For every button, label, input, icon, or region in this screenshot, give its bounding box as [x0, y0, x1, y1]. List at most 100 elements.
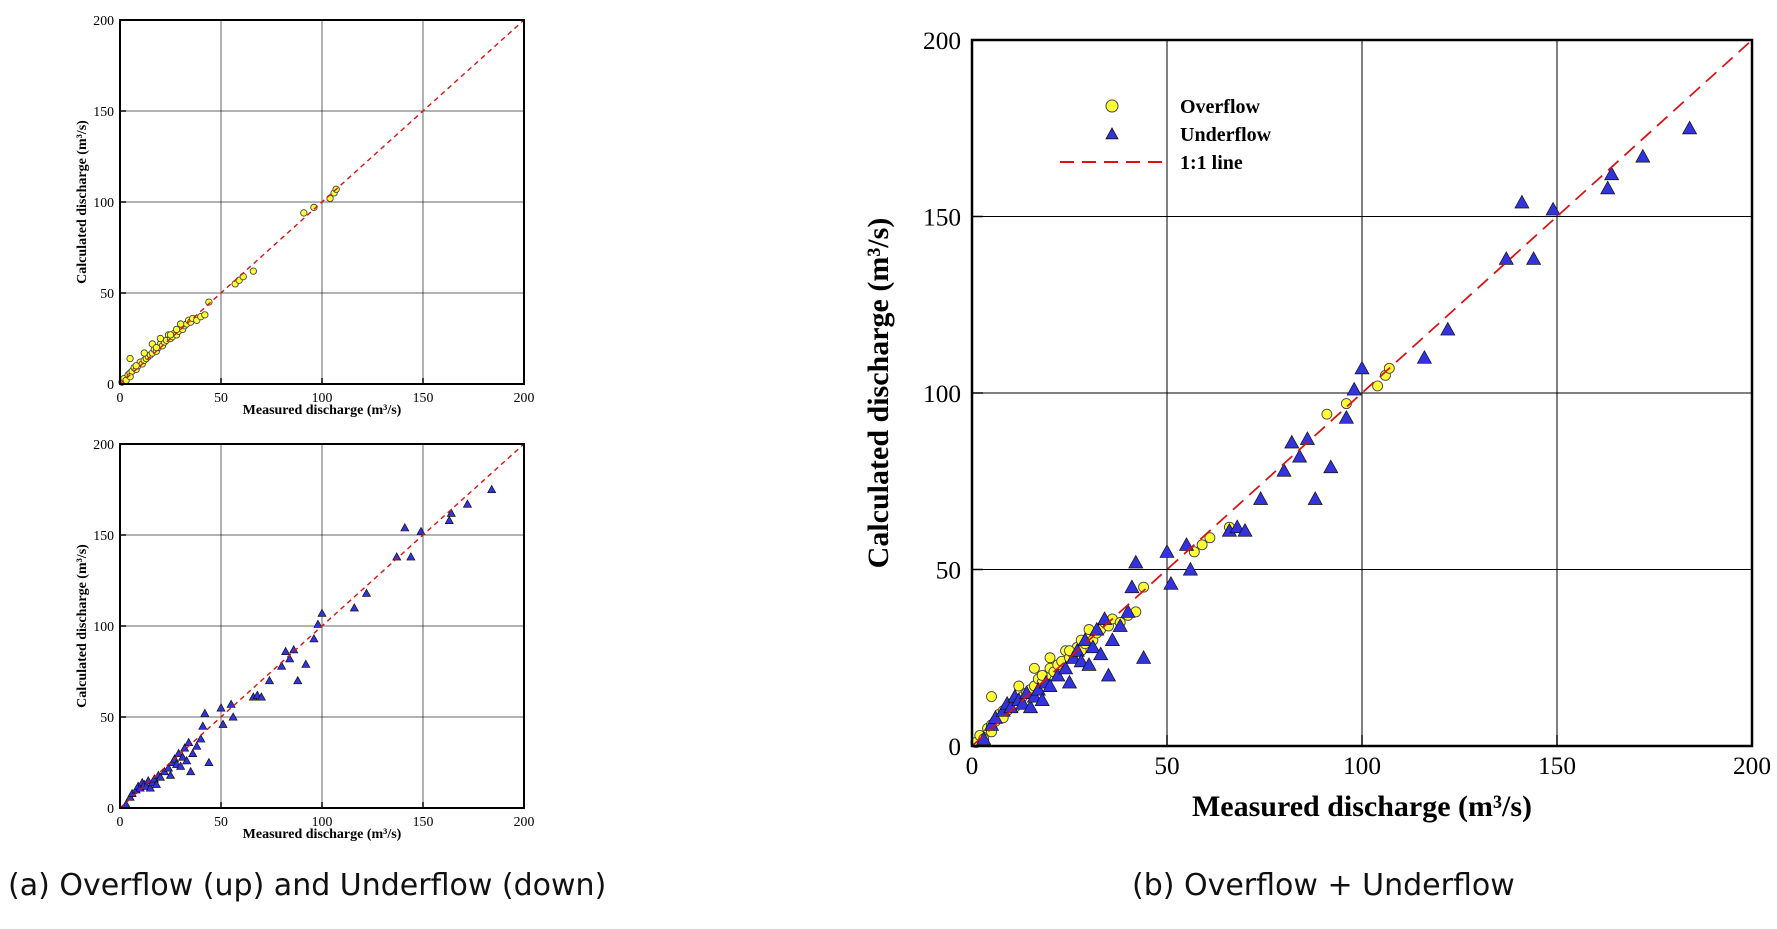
- underflow-point: [462, 499, 473, 508]
- overflow-point: [166, 331, 175, 339]
- underflow-point: [285, 654, 295, 663]
- caption-a: (a) Overflow (up) and Underflow (down): [8, 868, 607, 903]
- overflow-point: [126, 373, 134, 381]
- underflow-point: [165, 770, 176, 779]
- underflow-point: [1159, 544, 1175, 558]
- x-tick-label: 200: [514, 390, 535, 405]
- x-tick-label: 150: [413, 390, 434, 405]
- underflow-point: [1229, 519, 1245, 534]
- underflow-point: [1178, 537, 1195, 551]
- underflow-point: [349, 603, 359, 612]
- underflow-point: [1292, 448, 1308, 463]
- underflow-point: [151, 779, 161, 788]
- underflow-point: [1061, 674, 1078, 689]
- chart-underflow_small: 0 50 100 150 200 0 50 100 150 200 Measured dischar…: [75, 437, 534, 842]
- x-tick-label: 150: [413, 814, 434, 829]
- underflow-point: [1338, 409, 1354, 424]
- underflow-point: [226, 699, 236, 708]
- y-tick-label: 50: [100, 710, 114, 725]
- underflow-point: [1307, 491, 1323, 505]
- underflow-point: [182, 755, 192, 765]
- underflow-point: [198, 721, 208, 730]
- underflow-point: [180, 743, 190, 752]
- overflow-point: [249, 267, 257, 275]
- underflow-point: [313, 619, 323, 628]
- overflow-point: [1321, 408, 1333, 420]
- underflow-point: [163, 763, 174, 772]
- underflow-point: [218, 719, 228, 728]
- overflow-point: [1044, 652, 1056, 664]
- overflow-point: [132, 362, 140, 370]
- x-axis-label: Measured discharge (m³/s): [243, 403, 402, 418]
- y-tick-label: 0: [948, 733, 961, 761]
- underflow-point: [1514, 194, 1530, 209]
- y-axis-label: Calculated discharge (m³/s): [75, 544, 90, 708]
- overflow-point: [172, 325, 181, 334]
- underflow-point: [1034, 692, 1050, 707]
- underflow-point: [446, 508, 456, 517]
- underflow-point: [1058, 660, 1074, 675]
- overflow-point: [1196, 539, 1208, 551]
- caption-b: (b) Overflow + Underflow: [1132, 868, 1515, 903]
- underflow-point: [406, 552, 416, 561]
- y-tick-label: 50: [100, 286, 114, 301]
- underflow-point: [277, 661, 287, 670]
- x-tick-label: 50: [214, 390, 228, 405]
- underflow-point: [400, 522, 410, 532]
- chart-combined_large: 0 50 100 150 200 0 50 100 150 200 Measured dischar…: [862, 27, 1771, 823]
- underflow-point: [1081, 657, 1097, 671]
- y-tick-label: 150: [923, 203, 961, 231]
- y-axis-label: Calculated discharge (m³/s): [75, 120, 90, 284]
- overflow-point: [156, 334, 165, 343]
- underflow-point: [1136, 650, 1152, 664]
- legend-label: Underflow: [1180, 124, 1272, 146]
- underflow-point: [1073, 653, 1089, 668]
- y-tick-label: 0: [107, 801, 114, 816]
- underflow-point: [1003, 699, 1019, 714]
- overflow-point: [300, 209, 308, 217]
- x-tick-label: 100: [312, 390, 333, 405]
- y-tick-label: 0: [107, 377, 114, 392]
- legend-label: Overflow: [1180, 96, 1261, 118]
- underflow-point: [317, 608, 327, 617]
- underflow-point: [1440, 321, 1456, 336]
- y-axis-label: Calculated discharge (m³/s): [862, 218, 895, 569]
- underflow-point: [1042, 678, 1058, 692]
- plot-frame: [119, 443, 525, 809]
- underflow-point: [1030, 681, 1046, 696]
- underflow-point: [256, 692, 266, 701]
- underflow-point: [361, 588, 372, 597]
- underflow-point: [1604, 166, 1620, 181]
- underflow-point: [1354, 360, 1370, 375]
- underflow-point: [155, 772, 165, 781]
- underflow-point: [1416, 349, 1432, 364]
- underflow-point: [192, 741, 202, 750]
- legend-overflow-icon: [1105, 99, 1119, 113]
- underflow-point: [1182, 561, 1198, 576]
- underflow-point: [416, 526, 426, 535]
- y-tick-label: 150: [93, 104, 114, 119]
- underflow-point: [1526, 251, 1542, 265]
- overflow-point: [1013, 680, 1025, 692]
- underflow-point: [204, 757, 214, 767]
- underflow-point: [1100, 667, 1117, 682]
- y-tick-label: 200: [93, 13, 114, 28]
- underflow-point: [188, 748, 198, 757]
- underflow-point: [1237, 522, 1253, 537]
- underflow-point: [200, 708, 210, 717]
- underflow-point: [1050, 667, 1066, 682]
- chart-overflow_small: 0 50 100 150 200 0 50 100 150 200 Measured dischar…: [75, 13, 534, 418]
- y-tick-label: 50: [936, 556, 961, 584]
- underflow-point: [196, 734, 206, 743]
- y-tick-label: 100: [93, 195, 114, 210]
- one-to-one-line: [119, 19, 525, 385]
- overflow-point: [986, 691, 997, 703]
- overflow-point: [1204, 532, 1216, 544]
- underflow-point: [1112, 618, 1128, 632]
- underflow-point: [1323, 459, 1339, 474]
- x-tick-label: 50: [1154, 752, 1179, 780]
- underflow-point: [1600, 180, 1616, 195]
- underflow-point: [1093, 646, 1109, 661]
